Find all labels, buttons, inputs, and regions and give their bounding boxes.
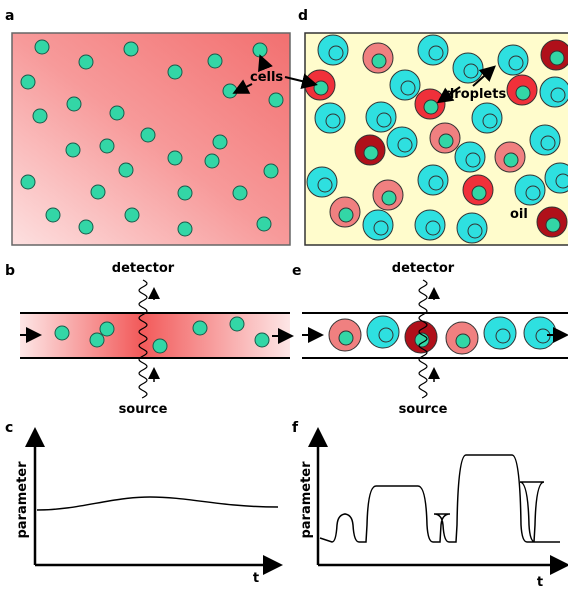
cell: [382, 191, 396, 205]
figure: a b c d e f cells droplets oil detector …: [0, 0, 568, 587]
cell: [46, 208, 60, 222]
cell: [79, 220, 93, 234]
droplet: [455, 142, 485, 172]
detector-label: detector: [392, 261, 455, 276]
cell: [456, 334, 470, 348]
droplet: [418, 35, 448, 65]
cell: [255, 333, 269, 347]
cell: [253, 43, 267, 57]
droplet: [390, 70, 420, 100]
cell: [35, 40, 49, 54]
callout: droplets: [445, 87, 506, 102]
callout: cells: [250, 70, 283, 85]
droplet: [418, 165, 448, 195]
cell: [100, 139, 114, 153]
cell: [264, 164, 278, 178]
droplet: [415, 210, 445, 240]
cell: [205, 154, 219, 168]
droplet: [524, 317, 556, 349]
cell: [472, 186, 486, 200]
signal: [320, 455, 560, 542]
panel-label: f: [292, 420, 299, 436]
cell: [100, 322, 114, 336]
cell: [178, 186, 192, 200]
cell: [314, 81, 328, 95]
droplet: [363, 210, 393, 240]
cell: [257, 217, 271, 231]
droplet: [453, 53, 483, 83]
cell: [124, 42, 138, 56]
panel-label: a: [5, 8, 14, 24]
droplet: [307, 167, 337, 197]
panel-label: c: [5, 420, 13, 436]
cell: [21, 175, 35, 189]
cell: [339, 208, 353, 222]
y-axis-label: parameter: [15, 461, 30, 539]
droplet: [387, 127, 417, 157]
droplet: [472, 103, 502, 133]
cell: [91, 185, 105, 199]
cell: [439, 134, 453, 148]
droplet: [315, 103, 345, 133]
cell: [168, 65, 182, 79]
cell: [372, 54, 386, 68]
droplet: [367, 316, 399, 348]
panel-label: d: [298, 8, 308, 24]
droplet: [457, 213, 487, 243]
panel-label: b: [5, 263, 15, 279]
source-label: source: [399, 402, 448, 417]
droplet: [484, 317, 516, 349]
detector-label: detector: [112, 261, 175, 276]
droplet: [366, 102, 396, 132]
cell: [119, 163, 133, 177]
cell: [208, 54, 222, 68]
x-axis-label: t: [253, 571, 259, 586]
cell: [269, 93, 283, 107]
cell: [79, 55, 93, 69]
droplet: [318, 35, 348, 65]
cell: [125, 208, 139, 222]
cell: [516, 86, 530, 100]
cell: [110, 106, 124, 120]
cell: [233, 186, 247, 200]
cell: [213, 135, 227, 149]
y-axis-label: parameter: [299, 461, 314, 539]
cell: [21, 75, 35, 89]
cell: [33, 109, 47, 123]
cell: [67, 97, 81, 111]
cell: [153, 339, 167, 353]
cell: [364, 146, 378, 160]
droplet: [498, 45, 528, 75]
cell: [504, 153, 518, 167]
droplet: [515, 175, 545, 205]
cell: [223, 84, 237, 98]
cell: [141, 128, 155, 142]
signal: [37, 497, 278, 510]
panel-label: e: [292, 263, 302, 279]
cell: [66, 143, 80, 157]
cell: [550, 51, 564, 65]
cell: [193, 321, 207, 335]
cell: [168, 151, 182, 165]
cell: [424, 100, 438, 114]
source-label: source: [119, 402, 168, 417]
x-axis-label: t: [537, 575, 543, 587]
callout: oil: [510, 207, 528, 222]
cell: [230, 317, 244, 331]
cell: [55, 326, 69, 340]
droplet: [530, 125, 560, 155]
cell: [178, 222, 192, 236]
cell: [339, 331, 353, 345]
cell: [90, 333, 104, 347]
cell: [546, 218, 560, 232]
